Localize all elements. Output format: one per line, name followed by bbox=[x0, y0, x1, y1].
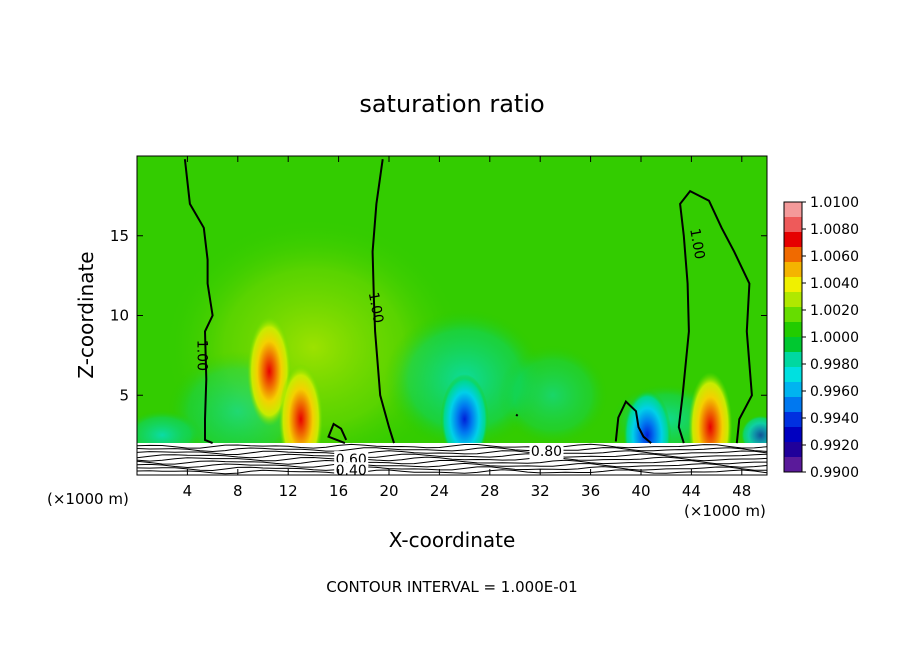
colorbar-label: 0.9960 bbox=[810, 384, 859, 400]
colorbar-label: 1.0040 bbox=[810, 276, 859, 292]
x-tick-label: 28 bbox=[480, 482, 499, 500]
colorbar-swatch bbox=[784, 292, 802, 308]
contour-labels: 1.001.001.000.800.600.40 bbox=[194, 227, 707, 479]
stratification-line bbox=[137, 469, 767, 475]
contour-line-1-00 bbox=[183, 159, 214, 445]
contour-label: 1.00 bbox=[365, 291, 386, 324]
x-unit-right: (×1000 m) bbox=[684, 502, 766, 520]
contour-line-1-00 bbox=[614, 399, 652, 444]
colorbar-swatch bbox=[784, 427, 802, 443]
stratification-line bbox=[137, 466, 767, 472]
x-tick-label: 4 bbox=[183, 482, 193, 500]
contour-line-1-00 bbox=[327, 422, 348, 445]
contour-label: 1.00 bbox=[686, 227, 707, 260]
contour-label: 1.00 bbox=[194, 340, 210, 371]
colorbar-swatch bbox=[784, 337, 802, 353]
plot-area: 1.001.001.000.800.600.40 bbox=[137, 156, 767, 479]
colorbar-swatch bbox=[784, 277, 802, 293]
x-tick-label: 48 bbox=[732, 482, 751, 500]
y-tick-label: 5 bbox=[119, 386, 129, 404]
stratification-line bbox=[137, 459, 767, 465]
contour-label-bg bbox=[334, 462, 369, 475]
x-tick-label: 20 bbox=[379, 482, 398, 500]
stratification-line bbox=[137, 453, 767, 459]
colorbar-swatch bbox=[784, 322, 802, 338]
x-axis-label: X-coordinate bbox=[389, 528, 516, 552]
colorbar-swatch bbox=[784, 367, 802, 383]
colorbar-swatch bbox=[784, 442, 802, 458]
contour-line-1-00 bbox=[371, 159, 395, 444]
colorbar-label: 1.0020 bbox=[810, 303, 859, 319]
contour-label: 0.40 bbox=[336, 463, 367, 479]
colorbar-label: 0.9980 bbox=[810, 357, 859, 373]
colorbar: 1.0100 1.0080 1.0060 1.0040 1.0020 1.0000 0.99… bbox=[783, 195, 859, 481]
stratification-contours bbox=[137, 443, 767, 475]
colorbar-label: 0.9920 bbox=[810, 438, 859, 454]
colorbar-label: 1.0060 bbox=[810, 249, 859, 265]
colorbar-swatch bbox=[784, 202, 802, 218]
x-tick-label: 12 bbox=[279, 482, 298, 500]
colorbar-swatch bbox=[784, 232, 802, 248]
x-tick-label: 44 bbox=[682, 482, 701, 500]
contour-line-1-00 bbox=[677, 189, 753, 444]
stratification-line bbox=[137, 446, 767, 453]
x-unit-left: (×1000 m) bbox=[47, 490, 129, 508]
contour-lines bbox=[183, 159, 753, 445]
colorbar-swatch bbox=[784, 217, 802, 233]
contour-interval-footer: CONTOUR INTERVAL = 1.000E-01 bbox=[326, 578, 577, 596]
colorbar-swatch bbox=[784, 262, 802, 278]
x-tick-label: 40 bbox=[631, 482, 650, 500]
dry-core bbox=[440, 374, 489, 465]
colorbar-label: 1.0000 bbox=[810, 330, 859, 346]
colorbar-swatch bbox=[784, 352, 802, 368]
contour-line-1-00 bbox=[515, 413, 519, 417]
colorbar-label: 0.9940 bbox=[810, 411, 859, 427]
x-tick-label: 8 bbox=[233, 482, 243, 500]
x-tick-label: 36 bbox=[581, 482, 600, 500]
colorbar-label: 1.0080 bbox=[810, 222, 859, 238]
colorbar-swatch bbox=[784, 247, 802, 263]
colorbar-swatch bbox=[784, 382, 802, 398]
x-axis: 4 8 12 16 20 24 28 32 36 40 44 48 bbox=[183, 156, 751, 500]
colorbar-swatch bbox=[784, 412, 802, 428]
colorbar-label: 1.0100 bbox=[810, 195, 859, 211]
contour-label-bg bbox=[529, 443, 564, 460]
contour-label: 0.80 bbox=[531, 444, 562, 460]
moist-core bbox=[247, 316, 292, 427]
y-axis-label: Z-coordinate bbox=[74, 251, 98, 378]
y-tick-label: 15 bbox=[110, 227, 129, 245]
stratification-line bbox=[137, 443, 767, 449]
field-cyan bbox=[497, 345, 608, 446]
y-tick-label: 10 bbox=[110, 307, 129, 325]
chart-title: saturation ratio bbox=[359, 90, 544, 118]
stratification-line bbox=[137, 456, 767, 462]
x-tick-label: 24 bbox=[430, 482, 449, 500]
x-tick-label: 16 bbox=[329, 482, 348, 500]
y-axis: 5 10 15 bbox=[110, 227, 767, 404]
colorbar-swatch bbox=[784, 397, 802, 413]
stratification-line bbox=[137, 462, 767, 469]
x-tick-label: 32 bbox=[531, 482, 550, 500]
stratification-line bbox=[137, 450, 767, 456]
colorbar-swatch bbox=[784, 307, 802, 323]
colorbar-swatch bbox=[784, 457, 802, 473]
colorbar-label: 0.9900 bbox=[810, 465, 859, 481]
